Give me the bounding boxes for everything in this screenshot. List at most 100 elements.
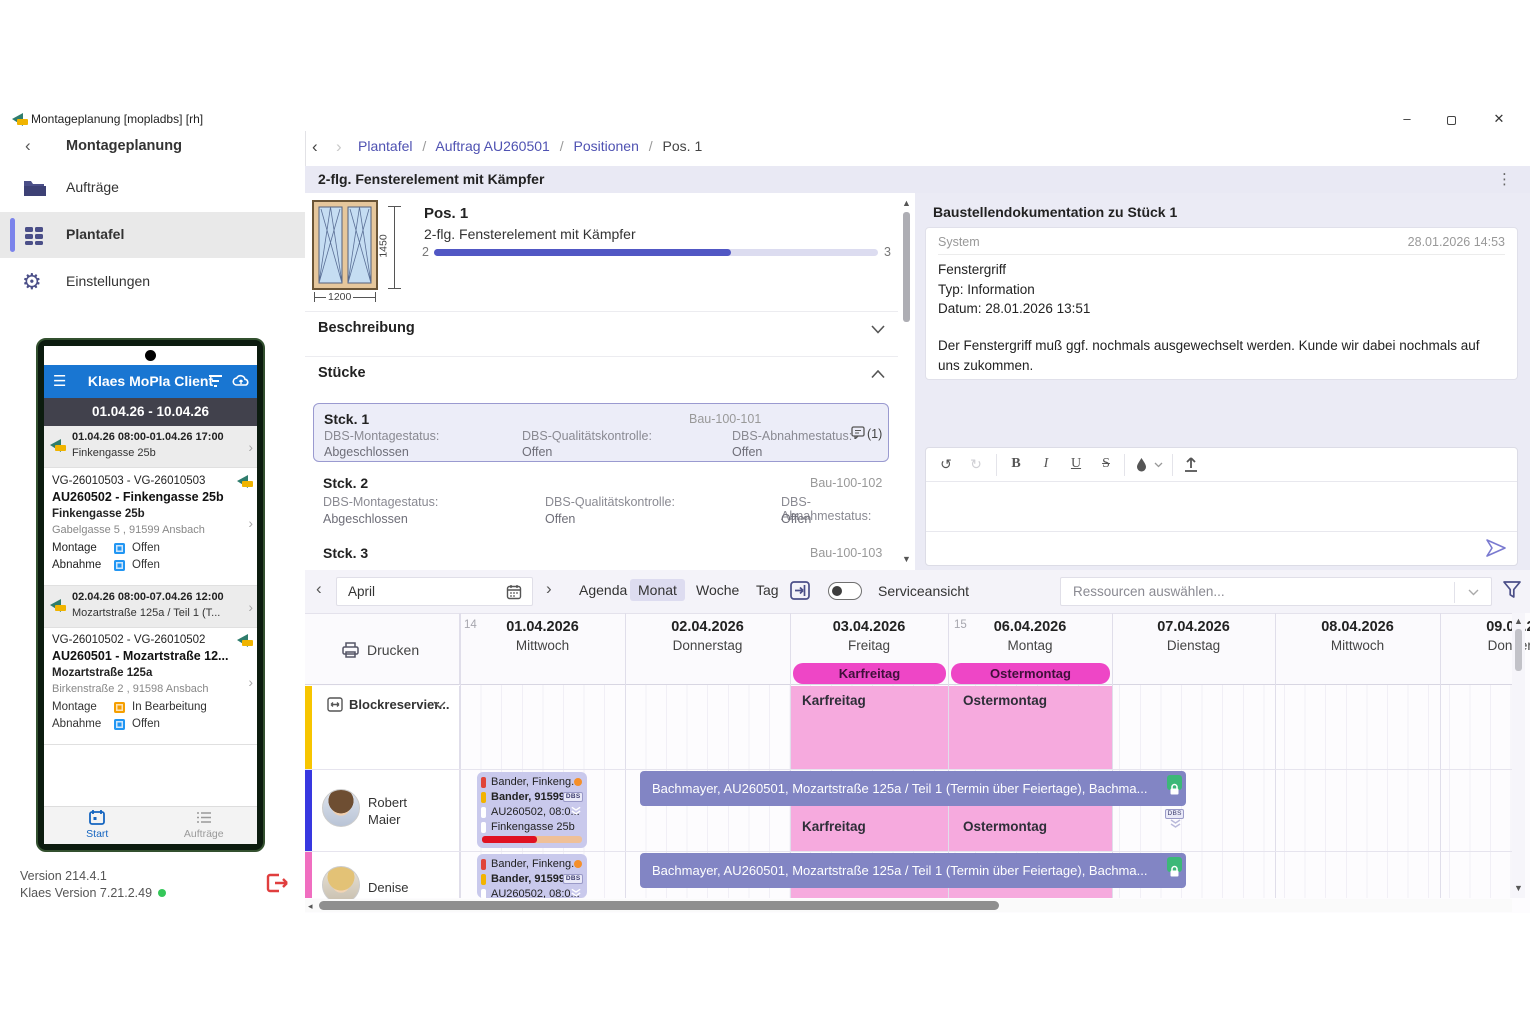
- strikethrough-icon[interactable]: S: [1102, 456, 1110, 471]
- holiday-label-ostermontag: Ostermontag: [963, 819, 1048, 834]
- maximize-button[interactable]: [1447, 116, 1456, 125]
- stuecke-header[interactable]: Stücke: [318, 365, 366, 381]
- color-drop-icon[interactable]: [1136, 457, 1147, 472]
- chevron-down-icon[interactable]: [433, 701, 446, 709]
- vscrollbar-thumb[interactable]: [1515, 629, 1522, 671]
- redo-icon[interactable]: ↻: [970, 456, 982, 472]
- holiday-label-ostermontag: Ostermontag: [963, 693, 1048, 708]
- scroll-down-icon[interactable]: ▼: [1514, 883, 1523, 893]
- position-title: Pos. 1: [424, 205, 469, 222]
- view-monat[interactable]: Monat: [630, 579, 685, 601]
- menu-icon[interactable]: ☰: [53, 373, 67, 390]
- phone-order-1[interactable]: VG-26010503 - VG-26010503 AU260502 - Fin…: [44, 469, 257, 586]
- filter-funnel-icon[interactable]: [1502, 580, 1522, 600]
- piece-card-2[interactable]: Stck. 2 Bau-100-102 DBS-Montagestatus: A…: [323, 475, 883, 526]
- position-panel: 1450 1200 Pos. 1 2-flg. Fensterelement m…: [305, 193, 915, 570]
- sidebar-back-chevron-icon[interactable]: ‹: [25, 136, 31, 155]
- view-agenda[interactable]: Agenda: [579, 582, 628, 598]
- hscrollbar-thumb[interactable]: [319, 901, 999, 910]
- scroll-up-icon[interactable]: ▲: [1514, 616, 1523, 626]
- month-picker[interactable]: April: [336, 577, 533, 606]
- piece-card-1[interactable]: Stck. 1 Bau-100-101 DBS-Montagestatus: A…: [313, 403, 889, 462]
- sidebar-item-auftraege[interactable]: Aufträge: [0, 165, 305, 211]
- beschreibung-header[interactable]: Beschreibung: [318, 320, 415, 336]
- next-month-icon[interactable]: ›: [546, 579, 552, 598]
- comment-editor: ↺ ↻ B I U S: [925, 447, 1518, 566]
- holiday-banner-karfreitag: Karfreitag: [793, 663, 946, 684]
- chevron-up-icon[interactable]: [871, 370, 885, 379]
- upload-icon[interactable]: [1184, 456, 1198, 472]
- sidebar-item-einstellungen[interactable]: ⚙ Einstellungen: [22, 269, 151, 294]
- phone-app-title: Klaes MoPla Client: [87, 373, 214, 389]
- phone-appointment-2[interactable]: 02.04.26 08:00-07.04.26 12:00 Mozartstra…: [44, 586, 257, 628]
- minimize-button[interactable]: –: [1403, 111, 1411, 126]
- progress-min: 2: [422, 245, 429, 259]
- piece-card-3[interactable]: Stck. 3 Bau-100-103: [323, 545, 883, 561]
- resources-select[interactable]: Ressourcen auswählen...: [1060, 577, 1492, 606]
- sidebar-item-plantafel[interactable]: Plantafel: [0, 212, 305, 258]
- nav-back-icon[interactable]: ‹: [312, 137, 318, 156]
- chevron-right-icon: ›: [248, 439, 253, 455]
- italic-icon[interactable]: I: [1043, 456, 1049, 471]
- abnahme-label: Abnahme: [52, 559, 102, 571]
- filter-icon[interactable]: [208, 374, 223, 388]
- event-bar-bachmayer-denise[interactable]: Bachmayer, AU260501, Mozartstraße 125a /…: [640, 853, 1186, 888]
- day-header-1: 01.04.2026 Mittwoch: [506, 619, 579, 653]
- undo-icon[interactable]: ↺: [940, 456, 952, 472]
- resource-row-robert-maier[interactable]: Robert Maier: [305, 770, 460, 851]
- prev-month-icon[interactable]: ‹: [316, 579, 322, 598]
- dimension-height: 1450: [377, 234, 390, 258]
- chevron-down-icon[interactable]: [1154, 462, 1163, 468]
- goto-today-icon[interactable]: [789, 580, 811, 601]
- phone-tab-auftraege[interactable]: Aufträge: [151, 810, 258, 840]
- breadcrumb-current: Pos. 1: [662, 138, 703, 154]
- cloud-sync-icon[interactable]: [232, 373, 250, 388]
- breadcrumb-auftrag[interactable]: Auftrag AU260501: [435, 138, 550, 154]
- montage-label: Montage: [52, 542, 97, 554]
- position-header-title: 2-flg. Fensterelement mit Kämpfer: [318, 171, 545, 187]
- phone-tab-start[interactable]: Start: [44, 810, 151, 840]
- resource-row-blockreservierung[interactable]: Blockreservier...: [305, 686, 460, 769]
- view-tag[interactable]: Tag: [756, 582, 779, 598]
- resource-row-denise[interactable]: Denise: [305, 852, 460, 904]
- kebab-menu-icon[interactable]: ⋮: [1497, 171, 1512, 188]
- breadcrumb: Plantafel / Auftrag AU260501 / Positione…: [358, 138, 703, 154]
- position-panel-scrollbar[interactable]: ▲ ▼: [901, 196, 912, 568]
- scrollbar-thumb[interactable]: [903, 212, 910, 322]
- event-card-denise[interactable]: Bander, Finkeng... Bander, 91599 ... DBS…: [477, 854, 587, 898]
- avatar-robert: [322, 789, 360, 827]
- dimension-width: 1200: [326, 291, 354, 303]
- scroll-left-icon[interactable]: ◂: [308, 901, 313, 911]
- version-info: Version 214.4.1 Klaes Version 7.21.2.49: [20, 868, 167, 902]
- chevron-right-icon: ›: [248, 674, 253, 690]
- doc-timestamp: 28.01.2026 14:53: [1407, 235, 1505, 249]
- month-value: April: [348, 584, 376, 599]
- sidebar-title: Montageplanung: [66, 138, 182, 154]
- scroll-down-icon[interactable]: ▼: [902, 554, 911, 564]
- underline-icon[interactable]: U: [1070, 456, 1082, 471]
- comment-icon[interactable]: [851, 426, 865, 439]
- send-icon[interactable]: [1485, 538, 1507, 558]
- phone-order-2[interactable]: VG-26010502 - VG-26010502 AU260501 - Moz…: [44, 628, 257, 745]
- view-woche[interactable]: Woche: [696, 582, 740, 598]
- close-button[interactable]: ✕: [1493, 111, 1505, 126]
- calendar-vscrollbar[interactable]: ▲ ▼: [1512, 613, 1525, 898]
- bold-icon[interactable]: B: [1011, 456, 1021, 471]
- printer-icon: [342, 642, 359, 658]
- chevron-right-icon: ›: [248, 515, 253, 531]
- print-button[interactable]: Drucken: [367, 642, 420, 658]
- chevron-down-icon[interactable]: [871, 325, 885, 334]
- phone-appointment-1[interactable]: 01.04.26 08:00-01.04.26 17:00 Finkengass…: [44, 426, 257, 468]
- service-view-toggle[interactable]: [828, 582, 862, 600]
- breadcrumb-positionen[interactable]: Positionen: [573, 138, 639, 154]
- editor-content[interactable]: [926, 482, 1517, 533]
- event-bar-bachmayer-robert[interactable]: Bachmayer, AU260501, Mozartstraße 125a /…: [640, 771, 1186, 806]
- double-chevron-down-icon: [571, 888, 581, 897]
- calendar-hscrollbar[interactable]: ◂: [305, 899, 1512, 912]
- print-cell: Drucken: [305, 613, 460, 685]
- scroll-up-icon[interactable]: ▲: [902, 198, 911, 208]
- logout-icon[interactable]: [263, 869, 291, 897]
- event-card-robert[interactable]: Bander, Finkeng... Bander, 91599 ... DBS…: [477, 772, 587, 848]
- breadcrumb-plantafel[interactable]: Plantafel: [358, 138, 413, 154]
- calendar-toolbar: ‹ April › Agenda Monat Woche Tag Service…: [305, 570, 1530, 613]
